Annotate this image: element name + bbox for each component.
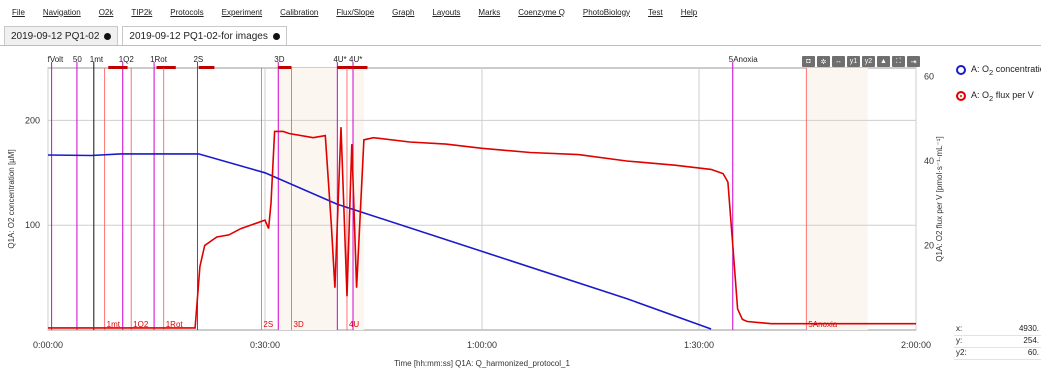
menu-bar: File Navigation O2k TIP2k Protocols Experimen… bbox=[0, 0, 1041, 24]
document-tab-bar: 2019-09-12 PQ1-02 2019-09-12 PQ1-02-for i… bbox=[0, 25, 1041, 46]
x-tick-label: 1:30:00 bbox=[684, 340, 714, 350]
y2-axis-icon[interactable]: y2 bbox=[862, 56, 875, 67]
event-label: 5Anoxia bbox=[729, 55, 758, 64]
horizontal-zoom-icon[interactable]: ↔ bbox=[832, 56, 845, 67]
event-label: 4U* bbox=[333, 55, 346, 64]
close-tab-icon[interactable] bbox=[104, 32, 112, 40]
x-tick-label: 2:00:00 bbox=[901, 340, 931, 350]
menu-item-experiment[interactable]: Experiment bbox=[221, 7, 263, 17]
y1-axis-icon[interactable]: y1 bbox=[847, 56, 860, 67]
event-label: 4U* bbox=[349, 55, 362, 64]
event-label: fVolt bbox=[48, 55, 64, 64]
y-tick-label: 100 bbox=[25, 220, 40, 230]
readout-y2: y2: 60. bbox=[954, 348, 1041, 360]
event-label: 1mt bbox=[90, 55, 104, 64]
menu-item-tip2k[interactable]: TIP2k bbox=[131, 7, 153, 17]
mark-region bbox=[353, 68, 364, 330]
document-tab[interactable]: 2019-09-12 PQ1-02 bbox=[4, 26, 119, 45]
menu-item-calibration[interactable]: Calibration bbox=[280, 7, 319, 17]
menu-item-test[interactable]: Test bbox=[648, 7, 663, 17]
readout-x: x: 4930. bbox=[954, 324, 1041, 336]
y2-axis-title: Q1A: O2 flux per V [pmol·s⁻¹·mL⁻¹] bbox=[935, 136, 944, 261]
gear-icon[interactable]: ✲ bbox=[817, 56, 830, 67]
mark-label: 1Rot bbox=[166, 320, 184, 329]
x-tick-label: 0:00:00 bbox=[33, 340, 63, 350]
mark-bar bbox=[156, 66, 176, 69]
x-tick-label: 1:00:00 bbox=[467, 340, 497, 350]
menu-item-navigation[interactable]: Navigation bbox=[42, 7, 81, 17]
menu-item-marks[interactable]: Marks bbox=[478, 7, 501, 17]
legend-label: A: O2 concentration bbox=[971, 64, 1041, 77]
mark-bar bbox=[337, 66, 368, 69]
cursor-readout: x: 4930. y: 254. y2: 60. bbox=[954, 324, 1041, 360]
menu-item-flux-slope[interactable]: Flux/Slope bbox=[336, 7, 375, 17]
y2-tick-label: 40 bbox=[924, 156, 934, 166]
readout-y: y: 254. bbox=[954, 336, 1041, 348]
y-tick-label: 200 bbox=[25, 115, 40, 125]
mark-label: 2S bbox=[263, 320, 273, 329]
mark-bar bbox=[108, 66, 128, 69]
y2-tick-label: 60 bbox=[924, 71, 934, 81]
menu-item-graph[interactable]: Graph bbox=[392, 7, 415, 17]
mark-bar bbox=[278, 66, 292, 69]
series-toggle-icon[interactable] bbox=[956, 65, 966, 76]
close-tab-icon[interactable] bbox=[272, 32, 280, 40]
event-label: 1Rot bbox=[150, 55, 168, 64]
mark-label: 3D bbox=[294, 320, 304, 329]
o2-flux-line bbox=[48, 127, 916, 329]
mark-region bbox=[278, 68, 338, 330]
export-icon[interactable]: ⇥ bbox=[907, 56, 920, 67]
menu-item-photobiology[interactable]: PhotoBiology bbox=[582, 7, 631, 17]
menu-item-o2k[interactable]: O2k bbox=[98, 7, 114, 17]
menu-item-help[interactable]: Help bbox=[680, 7, 698, 17]
series-toggle-icon[interactable] bbox=[956, 91, 966, 102]
y2-tick-label: 20 bbox=[924, 240, 934, 250]
mark-label: 1mt bbox=[107, 320, 121, 329]
y-axis-title: Q1A: O2 concentration [µM] bbox=[7, 149, 16, 248]
menu-item-coenzyme-q[interactable]: Coenzyme Q bbox=[518, 7, 565, 17]
event-label: 3D bbox=[274, 55, 284, 64]
menu-item-layouts[interactable]: Layouts bbox=[432, 7, 461, 17]
o2-concentration-line bbox=[47, 153, 712, 330]
legend-item-o2-flux[interactable]: A: O2 flux per V bbox=[956, 90, 1034, 103]
mark-bar bbox=[198, 66, 215, 69]
mark-label: 4U bbox=[349, 320, 359, 329]
chart-type-icon[interactable]: ▲ bbox=[877, 56, 890, 67]
mark-region bbox=[806, 68, 868, 330]
legend-item-o2-concentration[interactable]: A: O2 concentration bbox=[956, 64, 1041, 77]
event-label: 1Q2 bbox=[119, 55, 135, 64]
camera-icon[interactable]: ◘ bbox=[802, 56, 815, 67]
mark-label: 1Q2 bbox=[133, 320, 149, 329]
document-tab[interactable]: 2019-09-12 PQ1-02-for images bbox=[122, 26, 287, 45]
graph-toolbar: ◘ ✲ ↔ y1 y2 ▲ ⛶ ⇥ bbox=[802, 56, 920, 67]
fullscreen-icon[interactable]: ⛶ bbox=[892, 56, 905, 67]
tab-label: 2019-09-12 PQ1-02-for images bbox=[129, 30, 268, 42]
event-label: 2S bbox=[193, 55, 203, 64]
tab-label: 2019-09-12 PQ1-02 bbox=[11, 30, 100, 42]
x-tick-label: 0:30:00 bbox=[250, 340, 280, 350]
x-axis-title: Time [hh:mm:ss] Q1A: Q_harmonized_protoc… bbox=[394, 359, 570, 368]
menu-item-file[interactable]: File bbox=[12, 7, 25, 17]
event-label: 50 bbox=[73, 55, 82, 64]
legend-label: A: O2 flux per V bbox=[971, 90, 1034, 103]
menu-item-protocols[interactable]: Protocols bbox=[170, 7, 204, 17]
plot-area[interactable]: 0:00:00 0:30:00 1:00:00 1:30:00 2:00:00 100 20… bbox=[0, 46, 950, 374]
